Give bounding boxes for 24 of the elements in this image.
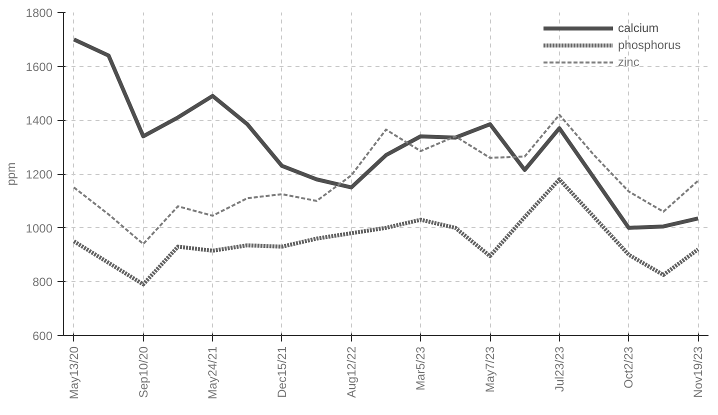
y-tick-label: 1600: [26, 60, 53, 74]
x-tick-label: Aug12/22: [344, 346, 358, 398]
y-tick-label: 800: [32, 275, 53, 290]
line-series: [72, 177, 700, 286]
y-tick-label: 1000: [26, 221, 53, 236]
text: phosphorus: [618, 38, 681, 52]
text: zinc: [618, 55, 640, 69]
x-tick-label: May13/20: [66, 346, 81, 400]
x-tick-label: Dec15/21: [274, 346, 289, 398]
x-tick-label: Mar5/23: [414, 346, 428, 391]
y-tick-label: 1200: [26, 168, 53, 182]
y-axis-title: ppm: [4, 162, 18, 186]
line-series: [72, 114, 700, 245]
y-tick-label: 600: [32, 329, 53, 343]
text: calcium: [618, 21, 659, 35]
x-tick-label: May24/21: [206, 346, 220, 400]
x-tick-label: Sep10/20: [136, 346, 150, 398]
x-tick-label: Jul23/23: [552, 346, 566, 392]
y-tick-label: 1800: [26, 6, 53, 20]
y-tick-label: 1400: [26, 114, 53, 128]
x-tick-label: Oct2/23: [622, 346, 636, 389]
x-tick-label: May7/23: [483, 346, 498, 393]
x-tick-label: Nov19/23: [691, 346, 706, 398]
line-series: [72, 37, 700, 230]
